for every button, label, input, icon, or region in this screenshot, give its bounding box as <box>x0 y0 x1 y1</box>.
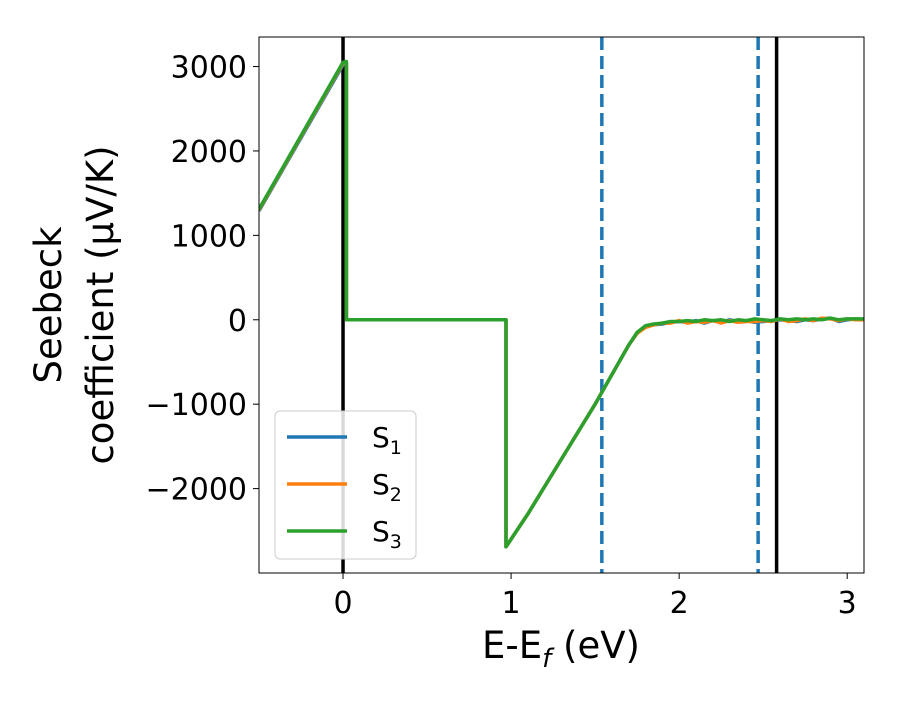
y-axis-label-line2: coefficient (μV/K) <box>79 145 122 464</box>
x-tick-label: 2 <box>670 586 689 621</box>
y-tick-label: −1000 <box>146 388 247 423</box>
legend: S1 S2 S3 <box>274 410 417 560</box>
x-tick-label: 0 <box>333 586 352 621</box>
x-axis-label: E-Ef (eV) <box>482 624 640 674</box>
x-tick-label: 1 <box>502 586 521 621</box>
legend-label-s2: S2 <box>372 468 402 506</box>
y-tick-label: 1000 <box>171 219 247 254</box>
x-tick-label: 3 <box>838 586 857 621</box>
y-tick-label: 3000 <box>171 51 247 86</box>
y-tick-label: −2000 <box>146 473 247 508</box>
y-axis-label-line1: Seebeck <box>27 226 70 384</box>
y-axis-ticks: −2000 −1000 0 1000 2000 3000 <box>146 51 259 508</box>
legend-label-s3: S3 <box>372 515 402 553</box>
series-group <box>259 59 864 549</box>
series-line-s3 <box>259 59 864 549</box>
y-tick-label: 2000 <box>171 135 247 170</box>
plot-frame <box>258 36 865 574</box>
legend-label-s1: S1 <box>372 421 402 459</box>
x-axis-ticks: 0 1 2 3 <box>333 573 857 621</box>
y-tick-label: 0 <box>228 304 247 339</box>
y-axis-label-group: Seebeck coefficient (μV/K) <box>27 145 122 464</box>
